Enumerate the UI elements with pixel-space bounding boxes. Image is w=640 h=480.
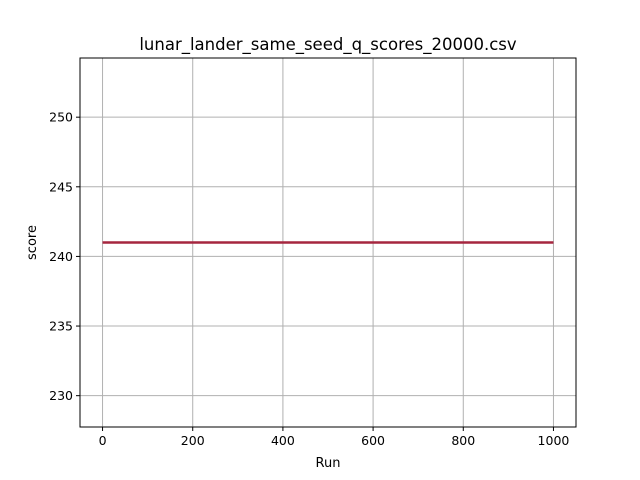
- x-tick-label: 1000: [538, 433, 570, 448]
- y-tick-label: 230: [49, 388, 73, 403]
- y-tick-label: 250: [49, 110, 73, 125]
- x-tick-label: 0: [99, 433, 107, 448]
- x-axis: 0 200 400 600 800 1000: [99, 427, 570, 448]
- x-tick-label: 600: [361, 433, 385, 448]
- plot-frame: [79, 57, 577, 428]
- x-tick-label: 800: [451, 433, 475, 448]
- y-axis-label: score: [25, 225, 40, 260]
- y-tick-label: 240: [49, 249, 73, 264]
- x-tick-label: 200: [181, 433, 205, 448]
- y-tick-label: 245: [49, 179, 73, 194]
- y-axis: 230 235 240 245 250: [49, 110, 80, 403]
- x-tick-label: 400: [271, 433, 295, 448]
- y-tick-label: 235: [49, 319, 73, 334]
- x-axis-label: Run: [316, 456, 341, 471]
- chart-title: lunar_lander_same_seed_q_scores_20000.cs…: [139, 35, 517, 55]
